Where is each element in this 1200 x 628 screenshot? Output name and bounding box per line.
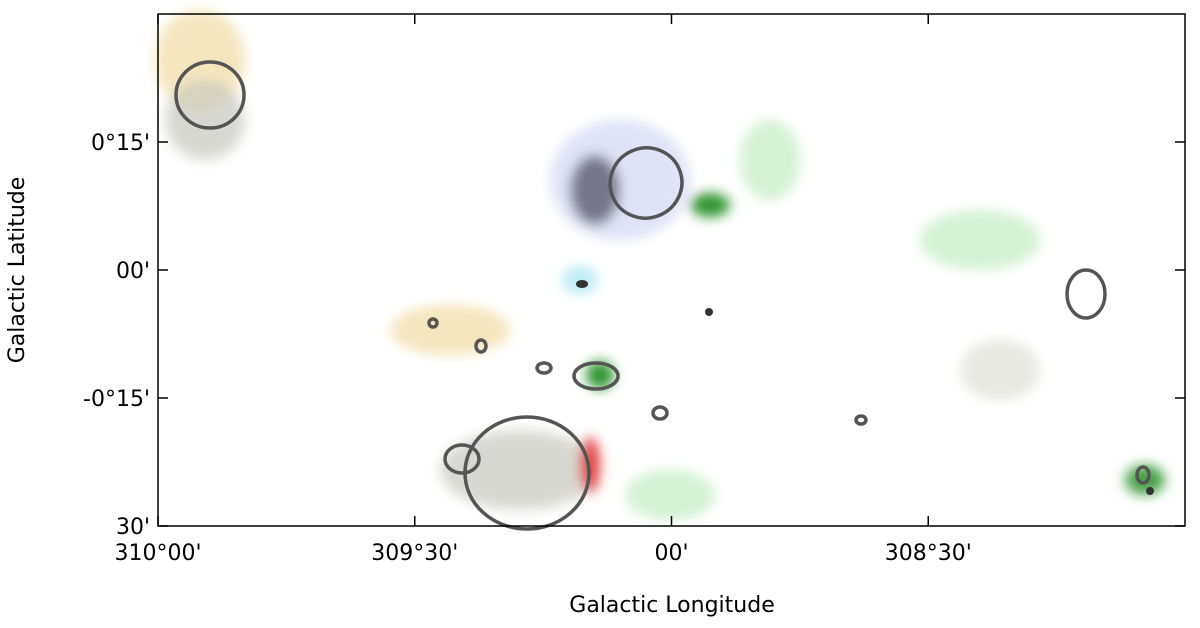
x-tick-label: 308°30' [885, 541, 972, 566]
region-ellipses [174, 60, 1151, 531]
x-axis-label: Galactic Longitude [569, 593, 774, 618]
y-tick-label: 00' [116, 259, 150, 284]
plot-frame [157, 13, 1186, 527]
sky-image [155, 10, 1165, 520]
x-tick-label: 00' [654, 541, 688, 566]
y-tick-label: 0°15' [91, 131, 150, 156]
x-tick-label: 310°00' [114, 541, 201, 566]
point-sources [576, 280, 1154, 495]
y-tick-label: 30' [116, 515, 150, 540]
x-tick-label: 309°30' [371, 541, 458, 566]
y-axis-label: Galactic Latitude [5, 177, 30, 364]
y-tick-label: -0°15' [83, 387, 150, 412]
